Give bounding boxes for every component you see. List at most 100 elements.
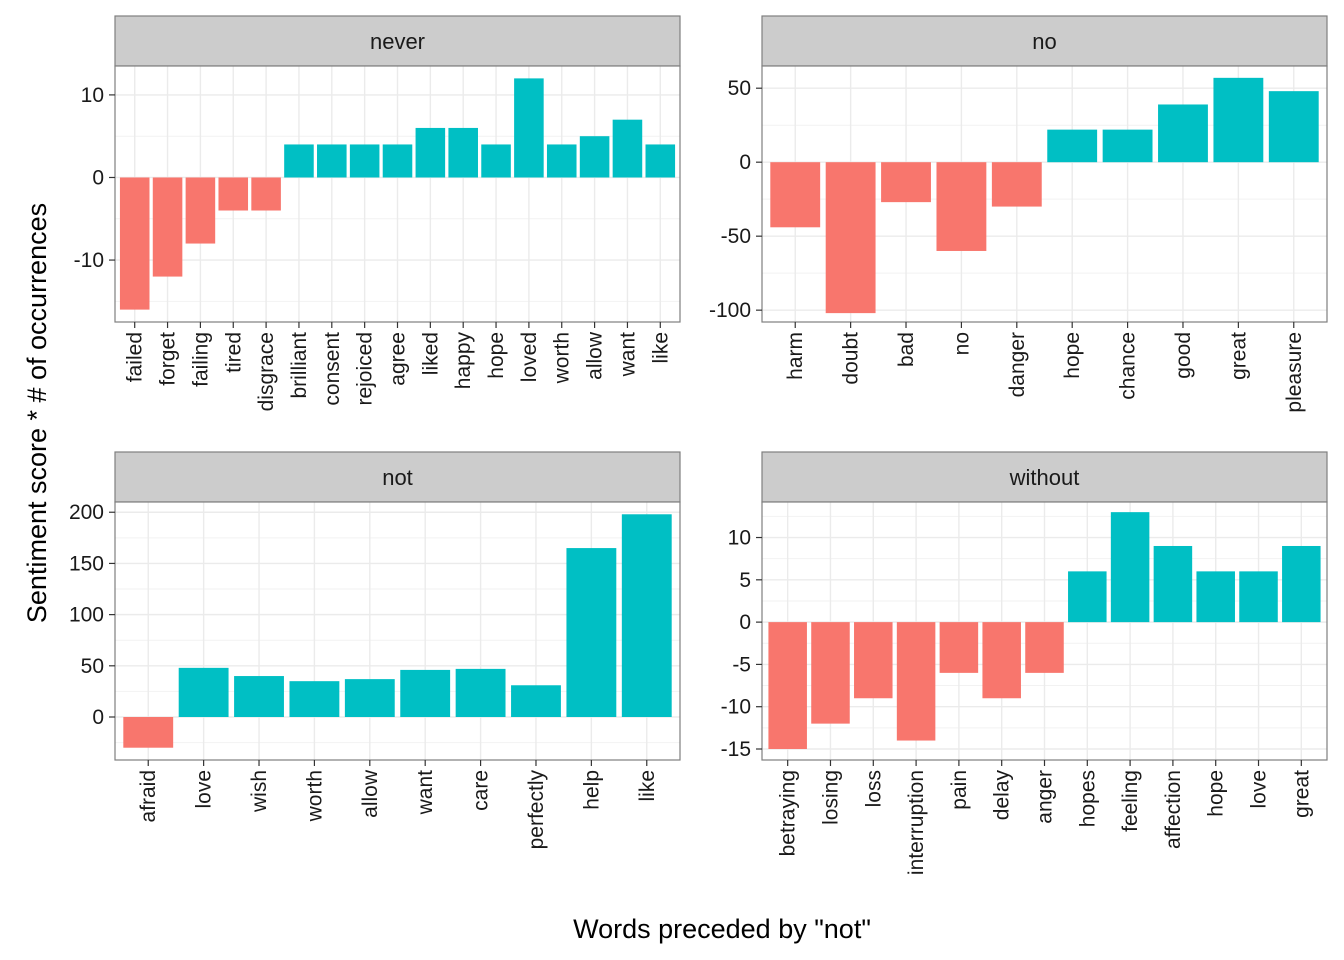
facet-strip [761,451,1328,503]
x-tick-label: delay [991,770,1014,821]
x-tick-label: danger [1006,332,1029,397]
bar-pain [939,622,979,673]
y-tick-label: 10 [728,527,751,550]
x-tick-label: forget [157,332,180,386]
bar-chance [1102,129,1153,163]
facet-strip [114,15,681,67]
bar-like [621,514,672,717]
bar-harm [770,162,821,228]
bar-no [936,162,987,251]
x-tick-label: tired [222,332,245,373]
facet-label: not [382,465,413,490]
x-tick-label: wish [248,770,271,813]
bar-worth [546,144,577,178]
bar-pleasure [1268,91,1319,163]
x-tick-label: great [1227,332,1250,380]
bar-rejoiced [349,144,380,178]
bar-worth [289,681,340,717]
panel-border [761,65,1328,323]
facet-without: without -15 -10 -5 0 5 10 betraying losing loss in… [721,451,1328,875]
x-tick-label: happy [452,332,475,390]
x-tick-label: perfectly [525,770,548,850]
bar-hope [1047,129,1098,163]
bar-help [566,548,617,717]
bar-agree [382,144,413,178]
x-tick-label: hope [1205,770,1228,817]
bar-losing [811,622,850,724]
x-tick-label: allow [359,769,382,818]
y-tick-label: 0 [92,166,104,189]
bar-bad [881,162,931,203]
facet-strip [761,15,1328,67]
x-tick-label: love [1248,770,1271,809]
x-tick-label: pain [948,770,971,810]
bar-allow [344,679,395,717]
y-tick-label: 0 [739,151,751,174]
bar-happy [448,127,478,178]
bar-failed [119,177,150,310]
x-tick-label: hope [1061,332,1084,379]
x-tick-label: consent [321,332,344,406]
bar-doubt [825,162,876,314]
x-tick-label: hopes [1076,770,1099,827]
y-tick-label: -100 [709,299,751,322]
bar-want [400,669,451,717]
x-tick-label: interruption [905,770,928,875]
x-tick-label: rejoiced [354,332,377,406]
y-tick-label: 100 [69,604,104,627]
y-tick-label: 150 [69,552,104,575]
bar-want [612,119,643,178]
bar-affection [1153,545,1193,623]
x-tick-label: pleasure [1283,332,1306,413]
bar-great [1213,77,1264,163]
bar-disgrace [251,177,281,211]
x-tick-label: anger [1034,770,1057,824]
x-tick-label: loved [518,332,541,382]
x-tick-label: hope [485,332,508,379]
y-tick-label: 0 [739,611,751,634]
y-tick-label: 5 [739,569,751,592]
x-tick-label: great [1290,770,1313,818]
bar-interruption [896,622,936,741]
y-tick-label: -50 [721,225,751,248]
bar-liked [415,127,446,178]
x-tick-label: failing [189,332,212,387]
y-tick-label: -5 [732,653,751,676]
facet-no: no -100 -50 0 50 harm doubt bad no danger hope chan… [709,15,1328,413]
x-tick-label: like [649,332,672,364]
x-tick-label: love [193,770,216,809]
bar-like [645,144,676,178]
x-tick-label: chance [1117,332,1140,400]
x-tick-label: worth [551,332,574,384]
bar-failing [185,177,216,244]
x-tick-label: harm [784,332,807,380]
facet-label: without [1009,465,1080,490]
x-tick-label: agree [387,332,410,386]
bar-wish [234,676,284,717]
bar-hope [1196,571,1235,623]
bar-anger [1025,622,1064,673]
x-tick-label: affection [1162,770,1185,849]
x-axis-title: Words preceded by "not" [573,914,871,944]
x-tick-label: failed [124,332,147,382]
y-tick-label: -15 [721,738,751,761]
facet-not: not 0 50 100 150 200 afraid love wish worth allow w… [69,451,681,850]
panel-border [114,501,681,761]
x-tick-label: allow [584,331,607,380]
x-tick-label: disgrace [255,332,278,411]
bar-allow [579,136,610,178]
bar-hopes [1068,571,1107,623]
y-axis-title: Sentiment score * # of occurrences [22,203,52,623]
x-tick-label: afraid [137,770,160,823]
bar-afraid [123,717,174,748]
x-tick-label: help [580,770,603,810]
y-tick-label: -10 [721,696,751,719]
x-tick-label: want [616,332,639,378]
x-tick-label: loss [862,770,885,807]
x-tick-label: like [636,770,659,802]
facet-label: never [370,29,425,54]
x-tick-label: worth [303,770,326,822]
bar-loved [514,78,544,178]
facet-label: no [1032,29,1056,54]
